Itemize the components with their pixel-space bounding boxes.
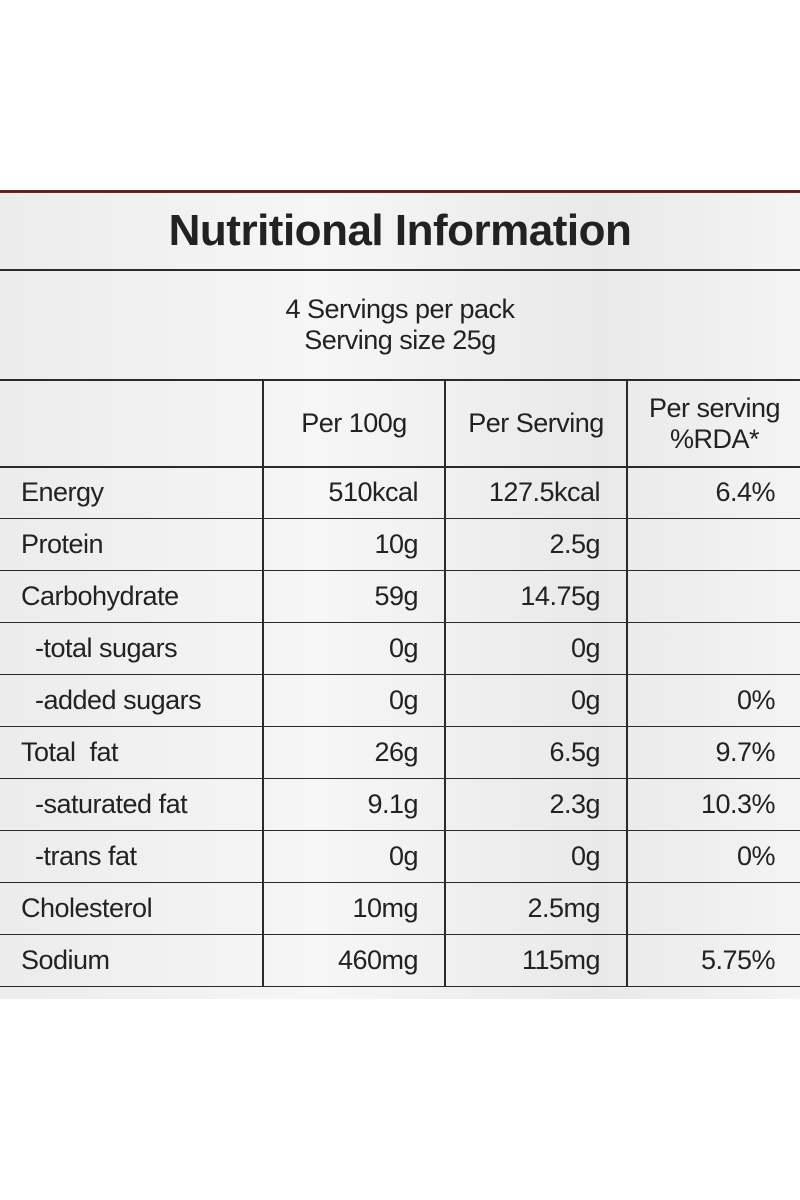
nutrient-name: Cholesterol — [21, 893, 153, 923]
value-cell: 2.5mg — [445, 882, 627, 935]
nutrient-value: 10g — [374, 529, 418, 559]
value-cell: 0g — [263, 830, 445, 883]
value-cell: 10.3% — [627, 778, 800, 831]
value-cell — [627, 622, 800, 675]
value-cell: 0g — [263, 674, 445, 727]
value-cell: 26g — [263, 726, 445, 779]
nutrient-name: Energy — [21, 477, 104, 507]
nutrient-name: Protein — [21, 529, 104, 559]
title: Nutritional Information — [168, 206, 632, 255]
value-cell: 59g — [263, 570, 445, 623]
value-cell — [627, 518, 800, 571]
header-cell: Per Serving — [445, 379, 627, 468]
row-label-cell: Carbohydrate — [0, 570, 263, 623]
nutrient-value: 115mg — [521, 945, 601, 975]
value-cell: 14.75g — [445, 570, 627, 623]
row-label-cell: Protein — [0, 518, 263, 571]
row-label-cell: Cholesterol — [0, 882, 263, 935]
nutrient-value: 10mg — [352, 893, 418, 923]
nutrient-value: 0% — [736, 841, 776, 871]
header-text: Per serving — [648, 392, 781, 423]
header-text: Per Serving — [468, 408, 604, 438]
value-cell: 0g — [445, 830, 627, 883]
header-cell: Per serving %RDA* — [627, 379, 800, 468]
nutrient-value: 2.5mg — [527, 893, 600, 923]
nutrient-value: 0g — [388, 685, 419, 715]
nutrient-value: 6.5g — [549, 737, 600, 767]
nutrient-value: 127.5kcal — [488, 477, 601, 507]
nutrient-value: 6.4% — [715, 477, 775, 507]
nutrient-name: Carbohydrate — [21, 581, 179, 611]
header-text: %RDA* — [669, 423, 760, 454]
row-label-cell: Total fat — [0, 726, 263, 779]
value-cell: 0% — [627, 674, 800, 727]
nutrient-name: -trans fat — [35, 841, 137, 871]
row-label-cell: -trans fat — [0, 830, 263, 883]
header-text: Per 100g — [301, 408, 407, 438]
nutrient-value: 0g — [570, 841, 601, 871]
value-cell: 6.4% — [627, 466, 800, 519]
value-cell: 0% — [627, 830, 800, 883]
nutrient-value: 0g — [388, 633, 419, 663]
value-cell: 2.5g — [445, 518, 627, 571]
value-cell: 510kcal — [263, 466, 445, 519]
value-cell: 0g — [263, 622, 445, 675]
value-cell: 9.1g — [263, 778, 445, 831]
nutrient-value: 460mg — [337, 945, 419, 975]
row-label-cell: -saturated fat — [0, 778, 263, 831]
row-label-cell: Energy — [0, 466, 263, 519]
serving-size: Serving size 25g — [304, 325, 496, 355]
nutrient-value: 0g — [570, 633, 601, 663]
nutrient-name: -added sugars — [35, 685, 202, 715]
header-cell: Per 100g — [263, 379, 445, 468]
row-label-cell: -total sugars — [0, 622, 263, 675]
value-cell: 10g — [263, 518, 445, 571]
value-cell: 0g — [445, 622, 627, 675]
header-blank — [0, 379, 263, 468]
nutrient-value: 14.75g — [520, 581, 600, 611]
value-cell: 2.3g — [445, 778, 627, 831]
nutrient-value: 5.75% — [700, 945, 776, 975]
title-cell: Nutritional Information — [0, 191, 800, 271]
value-cell: 9.7% — [627, 726, 800, 779]
nutrient-value: 59g — [374, 581, 418, 611]
nutrient-value: 0g — [388, 841, 419, 871]
nutrient-name: -saturated fat — [35, 789, 188, 819]
nutrient-value: 9.1g — [367, 789, 418, 819]
row-label-cell: -added sugars — [0, 674, 263, 727]
value-cell — [627, 570, 800, 623]
nutrient-value: 9.7% — [715, 737, 775, 767]
value-cell: 460mg — [263, 934, 445, 987]
value-cell: 0g — [445, 674, 627, 727]
nutrition-label: Nutritional Information 4 Servings per pa… — [0, 190, 800, 999]
value-cell: 6.5g — [445, 726, 627, 779]
nutrient-value: 0% — [736, 685, 776, 715]
nutrient-value: 0g — [570, 685, 601, 715]
row-label-cell: Sodium — [0, 934, 263, 987]
nutrient-value: 2.5g — [549, 529, 600, 559]
servings-cell: 4 Servings per pack Serving size 25g — [0, 269, 800, 381]
nutrient-value: 10.3% — [700, 789, 776, 819]
nutrient-value: 510kcal — [328, 477, 418, 507]
nutrient-name: Sodium — [21, 945, 110, 975]
value-cell: 5.75% — [627, 934, 800, 987]
nutrient-value: 26g — [374, 737, 418, 767]
nutrient-name: -total sugars — [35, 633, 178, 663]
value-cell — [627, 882, 800, 935]
nutrient-name: Total fat — [21, 737, 119, 767]
value-cell: 10mg — [263, 882, 445, 935]
value-cell: 127.5kcal — [445, 466, 627, 519]
servings-per-pack: 4 Servings per pack — [285, 294, 515, 324]
value-cell: 115mg — [445, 934, 627, 987]
nutrient-value: 2.3g — [549, 789, 600, 819]
